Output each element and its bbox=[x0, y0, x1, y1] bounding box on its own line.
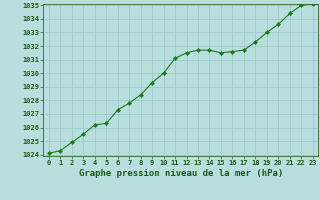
X-axis label: Graphe pression niveau de la mer (hPa): Graphe pression niveau de la mer (hPa) bbox=[79, 169, 283, 178]
